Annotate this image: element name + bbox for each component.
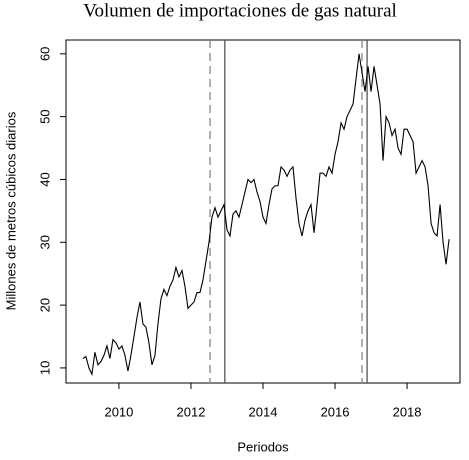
y-tick-label: 30 xyxy=(37,235,52,249)
y-tick-label: 40 xyxy=(37,172,52,186)
x-tick-label: 2014 xyxy=(249,404,278,419)
series-line xyxy=(82,53,450,377)
chart-title: Volumen de importaciones de gas natural xyxy=(83,0,397,21)
x-tick-label: 2010 xyxy=(104,404,133,419)
y-tick-label: 60 xyxy=(37,47,52,61)
x-tick-label: 2016 xyxy=(321,404,350,419)
x-axis-label: Periodos xyxy=(237,439,289,454)
y-axis-label: Millones de metros cúbicos diarios xyxy=(3,111,18,310)
x-tick-label: 2018 xyxy=(393,404,422,419)
y-tick-label: 10 xyxy=(37,361,52,375)
y-tick-label: 20 xyxy=(37,298,52,312)
y-tick-label: 50 xyxy=(37,109,52,123)
x-tick-label: 2012 xyxy=(177,404,206,419)
